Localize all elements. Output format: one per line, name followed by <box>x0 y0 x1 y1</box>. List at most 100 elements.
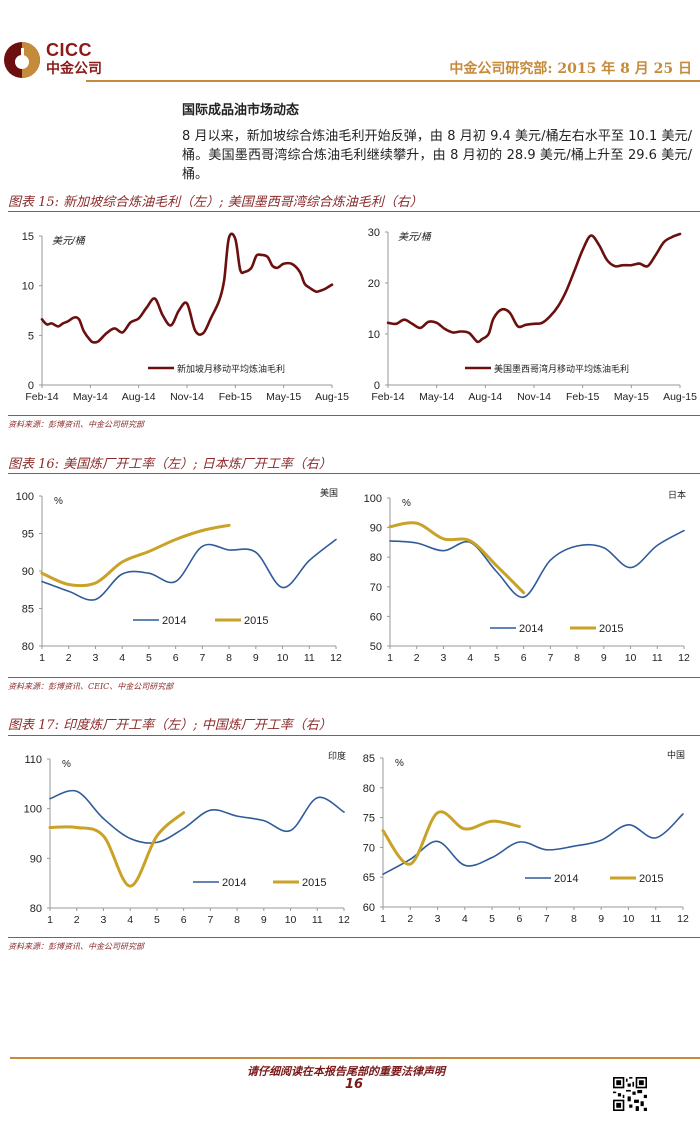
x-tick-label: Aug-14 <box>468 391 502 403</box>
y-tick-label: 100 <box>16 491 34 503</box>
y-tick-label: 20 <box>368 278 380 290</box>
legend-label: 2015 <box>599 623 623 635</box>
x-tick-label: 6 <box>173 652 179 664</box>
logo-text-en: CICC <box>46 40 92 60</box>
legend-label: 美国墨西哥湾月移动平均炼油毛利 <box>494 363 629 374</box>
x-tick-label: Feb-14 <box>25 391 58 403</box>
figure-15-divider <box>8 211 700 212</box>
footer-legal-note: 请仔细阅读在本报告尾部的重要法律声明 <box>247 1065 445 1078</box>
x-tick-label: Feb-15 <box>566 391 599 403</box>
x-tick-label: 2 <box>66 652 72 664</box>
y-tick-label: 90 <box>30 853 42 865</box>
x-tick-label: 3 <box>101 914 107 926</box>
y-tick-label: 10 <box>368 329 380 341</box>
cicc-logo-icon <box>4 42 40 78</box>
x-tick-label: 5 <box>154 914 160 926</box>
legend-label: 2014 <box>519 623 543 635</box>
legend-label: 2015 <box>244 615 268 627</box>
x-tick-label: 2 <box>414 652 420 664</box>
x-tick-label: 4 <box>467 652 473 664</box>
y-tick-label: 100 <box>24 804 42 816</box>
x-tick-label: 10 <box>277 652 289 664</box>
chart-usgc-margin: 0 10 20 30 Feb-14 May-14 Aug-14 Nov-14 Feb-15 May… <box>368 227 697 403</box>
series-line-2015 <box>381 810 521 866</box>
x-tick-label: 8 <box>571 913 577 925</box>
y-tick-label: 80 <box>30 903 42 915</box>
x-tick-label: 3 <box>435 913 441 925</box>
x-tick-label: 5 <box>146 652 152 664</box>
x-tick-label: 11 <box>652 652 663 664</box>
unit-label: % <box>62 759 71 770</box>
x-tick-label: 12 <box>677 913 689 925</box>
x-tick-label: Feb-14 <box>371 391 404 403</box>
figure-16-divider <box>8 473 700 474</box>
figure-16-title: 图表 16: 美国炼厂开工率（左）; 日本炼厂开工率（右） <box>8 457 332 472</box>
series-line-2015 <box>388 521 526 595</box>
x-tick-label: May-14 <box>419 391 454 403</box>
unit-label: 美元/桶 <box>398 231 432 243</box>
legend-label: 2014 <box>162 615 186 627</box>
y-tick-label: 75 <box>363 813 375 825</box>
y-tick-label: 90 <box>22 566 34 578</box>
y-tick-label: 95 <box>22 529 34 541</box>
x-tick-label: 11 <box>650 913 661 925</box>
legend-label: 2015 <box>302 877 326 889</box>
x-tick-label: 7 <box>207 914 213 926</box>
x-tick-label: 8 <box>226 652 232 664</box>
x-tick-label: 11 <box>304 652 315 664</box>
series-line-2014 <box>389 529 685 599</box>
x-tick-label: 9 <box>261 914 267 926</box>
x-tick-label: 1 <box>39 652 45 664</box>
figure-15-source: 资料来源：彭博资讯、中金公司研究部 <box>8 420 144 429</box>
figure-15-title: 图表 15: 新加坡综合炼油毛利（左）; 美国墨西哥湾综合炼油毛利（右） <box>8 195 423 210</box>
figure-16-source: 资料来源：彭博资讯、CEIC、中金公司研究部 <box>8 682 174 691</box>
x-tick-label: 3 <box>441 652 447 664</box>
x-tick-label: Aug-15 <box>663 391 697 403</box>
region-label: 中国 <box>667 749 685 760</box>
x-tick-label: 9 <box>601 652 607 664</box>
unit-label: % <box>402 498 411 509</box>
y-tick-label: 10 <box>22 281 34 293</box>
x-tick-label: 2 <box>74 914 80 926</box>
page-number: 16 <box>345 1077 364 1092</box>
x-tick-label: 4 <box>462 913 468 925</box>
x-tick-label: 7 <box>547 652 553 664</box>
series-line-2015 <box>48 811 186 888</box>
x-tick-label: 4 <box>119 652 125 664</box>
y-tick-label: 60 <box>363 902 375 914</box>
x-tick-label: 11 <box>312 914 323 926</box>
x-tick-label: 1 <box>387 652 393 664</box>
y-tick-label: 15 <box>22 231 34 243</box>
figure-17-source: 资料来源：彭博资讯、中金公司研究部 <box>8 942 144 951</box>
x-tick-label: 6 <box>181 914 187 926</box>
x-tick-label: 10 <box>285 914 297 926</box>
x-tick-label: 12 <box>338 914 350 926</box>
y-tick-label: 80 <box>363 783 375 795</box>
x-tick-label: Nov-14 <box>517 391 551 403</box>
y-tick-label: 60 <box>370 611 382 623</box>
x-tick-label: 7 <box>544 913 550 925</box>
x-tick-label: May-15 <box>614 391 649 403</box>
legend-label: 2014 <box>554 873 578 885</box>
y-tick-label: 85 <box>363 753 375 765</box>
legend-label: 新加坡月移动平均炼油毛利 <box>177 363 285 374</box>
figure-17-bottom-divider <box>8 937 700 938</box>
y-tick-label: 90 <box>370 523 382 535</box>
figure-16-bottom-divider <box>8 677 700 678</box>
chart-singapore-margin: 0 5 10 15 Feb-14 May-14 Aug-14 Nov-14 Feb-15 May-… <box>22 231 349 403</box>
y-tick-label: 70 <box>370 582 382 594</box>
x-tick-label: 10 <box>623 913 635 925</box>
y-tick-label: 110 <box>24 754 42 766</box>
legend-label: 2014 <box>222 877 246 889</box>
y-tick-label: 100 <box>364 493 382 505</box>
unit-label: % <box>54 496 63 507</box>
x-tick-label: Feb-15 <box>219 391 252 403</box>
x-tick-label: 5 <box>494 652 500 664</box>
y-tick-label: 0 <box>374 380 380 392</box>
x-tick-label: 9 <box>598 913 604 925</box>
x-tick-label: May-14 <box>73 391 108 403</box>
